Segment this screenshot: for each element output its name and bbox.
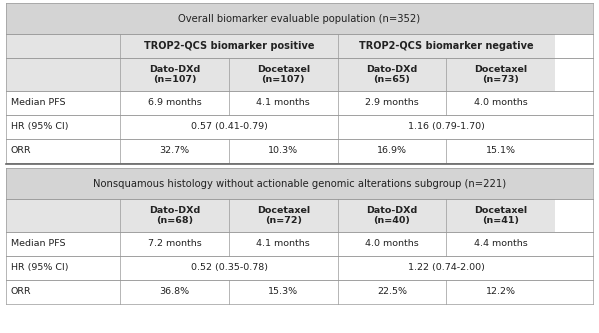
Text: TROP2-QCS biomarker positive: TROP2-QCS biomarker positive xyxy=(144,41,314,51)
Text: Docetaxel
(n=72): Docetaxel (n=72) xyxy=(257,206,310,225)
Text: 7.2 months: 7.2 months xyxy=(148,239,202,248)
Bar xyxy=(6,232,593,256)
Text: 32.7%: 32.7% xyxy=(160,146,190,155)
Bar xyxy=(6,256,593,280)
Bar xyxy=(446,58,555,91)
Text: 4.1 months: 4.1 months xyxy=(256,239,310,248)
Bar xyxy=(6,139,593,163)
Text: Dato-DXd
(n=107): Dato-DXd (n=107) xyxy=(149,65,201,84)
Bar xyxy=(229,58,338,91)
Text: 2.9 months: 2.9 months xyxy=(365,98,419,107)
Text: ORR: ORR xyxy=(11,287,31,296)
Text: HR (95% CI): HR (95% CI) xyxy=(11,263,68,272)
Text: 1.22 (0.74-2.00): 1.22 (0.74-2.00) xyxy=(408,263,485,272)
Text: Docetaxel
(n=41): Docetaxel (n=41) xyxy=(474,206,527,225)
Bar xyxy=(6,34,120,58)
Text: 22.5%: 22.5% xyxy=(377,287,407,296)
Bar xyxy=(6,3,593,34)
Text: 4.0 months: 4.0 months xyxy=(474,98,528,107)
Text: HR (95% CI): HR (95% CI) xyxy=(11,122,68,131)
Bar xyxy=(6,280,593,304)
Bar xyxy=(120,58,229,91)
Bar xyxy=(120,199,229,232)
Text: ORR: ORR xyxy=(11,146,31,155)
Text: Dato-DXd
(n=65): Dato-DXd (n=65) xyxy=(367,65,418,84)
Text: 15.1%: 15.1% xyxy=(486,146,516,155)
Text: 16.9%: 16.9% xyxy=(377,146,407,155)
Text: 4.0 months: 4.0 months xyxy=(365,239,419,248)
Bar xyxy=(6,91,593,115)
Bar xyxy=(338,58,446,91)
Text: Dato-DXd
(n=40): Dato-DXd (n=40) xyxy=(367,206,418,225)
Bar xyxy=(338,34,555,58)
Bar xyxy=(6,58,120,91)
Bar xyxy=(338,199,446,232)
Text: Median PFS: Median PFS xyxy=(11,98,65,107)
Text: 0.57 (0.41-0.79): 0.57 (0.41-0.79) xyxy=(190,122,268,131)
Text: TROP2-QCS biomarker negative: TROP2-QCS biomarker negative xyxy=(359,41,534,51)
Text: 1.16 (0.79-1.70): 1.16 (0.79-1.70) xyxy=(408,122,485,131)
Text: 6.9 months: 6.9 months xyxy=(148,98,202,107)
Text: Dato-DXd
(n=68): Dato-DXd (n=68) xyxy=(149,206,201,225)
Bar xyxy=(229,199,338,232)
Text: 15.3%: 15.3% xyxy=(268,287,298,296)
Text: 4.4 months: 4.4 months xyxy=(474,239,528,248)
Bar xyxy=(120,34,338,58)
Bar xyxy=(6,115,593,139)
Text: 36.8%: 36.8% xyxy=(160,287,190,296)
Text: 10.3%: 10.3% xyxy=(268,146,298,155)
Text: 12.2%: 12.2% xyxy=(486,287,516,296)
Text: Docetaxel
(n=73): Docetaxel (n=73) xyxy=(474,65,527,84)
Text: Nonsquamous histology without actionable genomic alterations subgroup (n=221): Nonsquamous histology without actionable… xyxy=(93,179,506,189)
Text: Median PFS: Median PFS xyxy=(11,239,65,248)
Text: Overall biomarker evaluable population (n=352): Overall biomarker evaluable population (… xyxy=(179,14,420,24)
Bar xyxy=(6,199,120,232)
Bar xyxy=(6,168,593,199)
Text: 4.1 months: 4.1 months xyxy=(256,98,310,107)
Text: Docetaxel
(n=107): Docetaxel (n=107) xyxy=(257,65,310,84)
Bar xyxy=(446,199,555,232)
Text: 0.52 (0.35-0.78): 0.52 (0.35-0.78) xyxy=(190,263,268,272)
